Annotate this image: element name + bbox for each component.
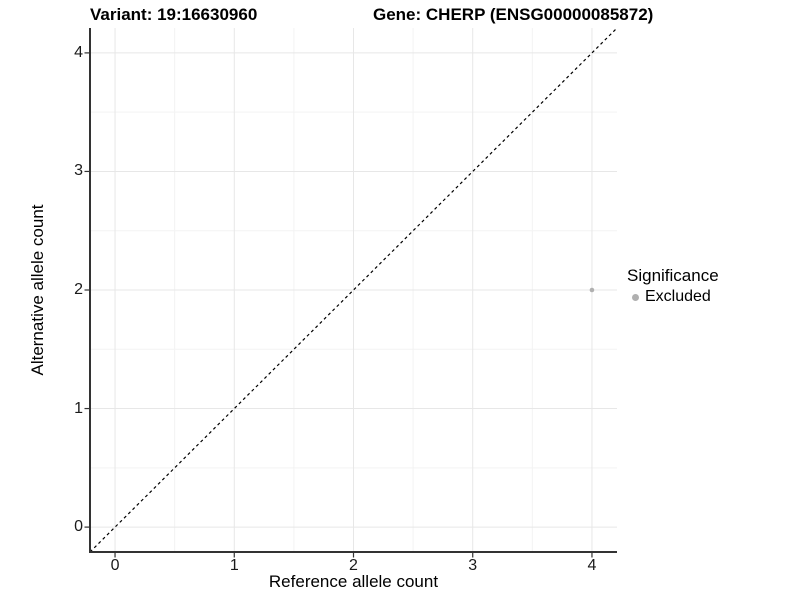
plot-title-variant: Variant: 19:16630960 xyxy=(90,5,258,24)
x-axis-title: Reference allele count xyxy=(268,572,439,591)
legend-item-label: Excluded xyxy=(645,288,711,305)
x-tick-label: 0 xyxy=(110,557,120,574)
legend-title: Significance xyxy=(627,266,719,285)
legend: Significance Excluded xyxy=(627,266,719,306)
legend-item-excluded: Excluded xyxy=(627,288,719,306)
data-point xyxy=(589,287,595,293)
x-tick-label: 3 xyxy=(468,557,478,574)
identity-line xyxy=(89,27,618,553)
y-tick-label: 1 xyxy=(74,399,83,417)
y-tick-label: 2 xyxy=(74,281,83,298)
x-tick-label: 2 xyxy=(349,557,358,574)
y-tick-label: 4 xyxy=(74,43,83,61)
x-tick-label: 1 xyxy=(229,557,239,574)
legend-key-dot-icon xyxy=(632,293,639,301)
x-tick-label: 4 xyxy=(587,557,597,574)
plot-title-gene: Gene: CHERP (ENSG00000085872) xyxy=(373,5,654,24)
y-tick-label: 0 xyxy=(74,518,83,536)
y-tick-label: 3 xyxy=(74,162,83,180)
